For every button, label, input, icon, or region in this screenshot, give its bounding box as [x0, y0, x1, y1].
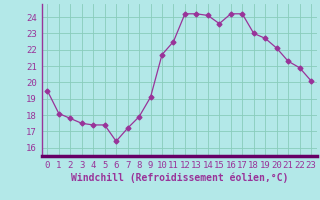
X-axis label: Windchill (Refroidissement éolien,°C): Windchill (Refroidissement éolien,°C): [70, 173, 288, 183]
